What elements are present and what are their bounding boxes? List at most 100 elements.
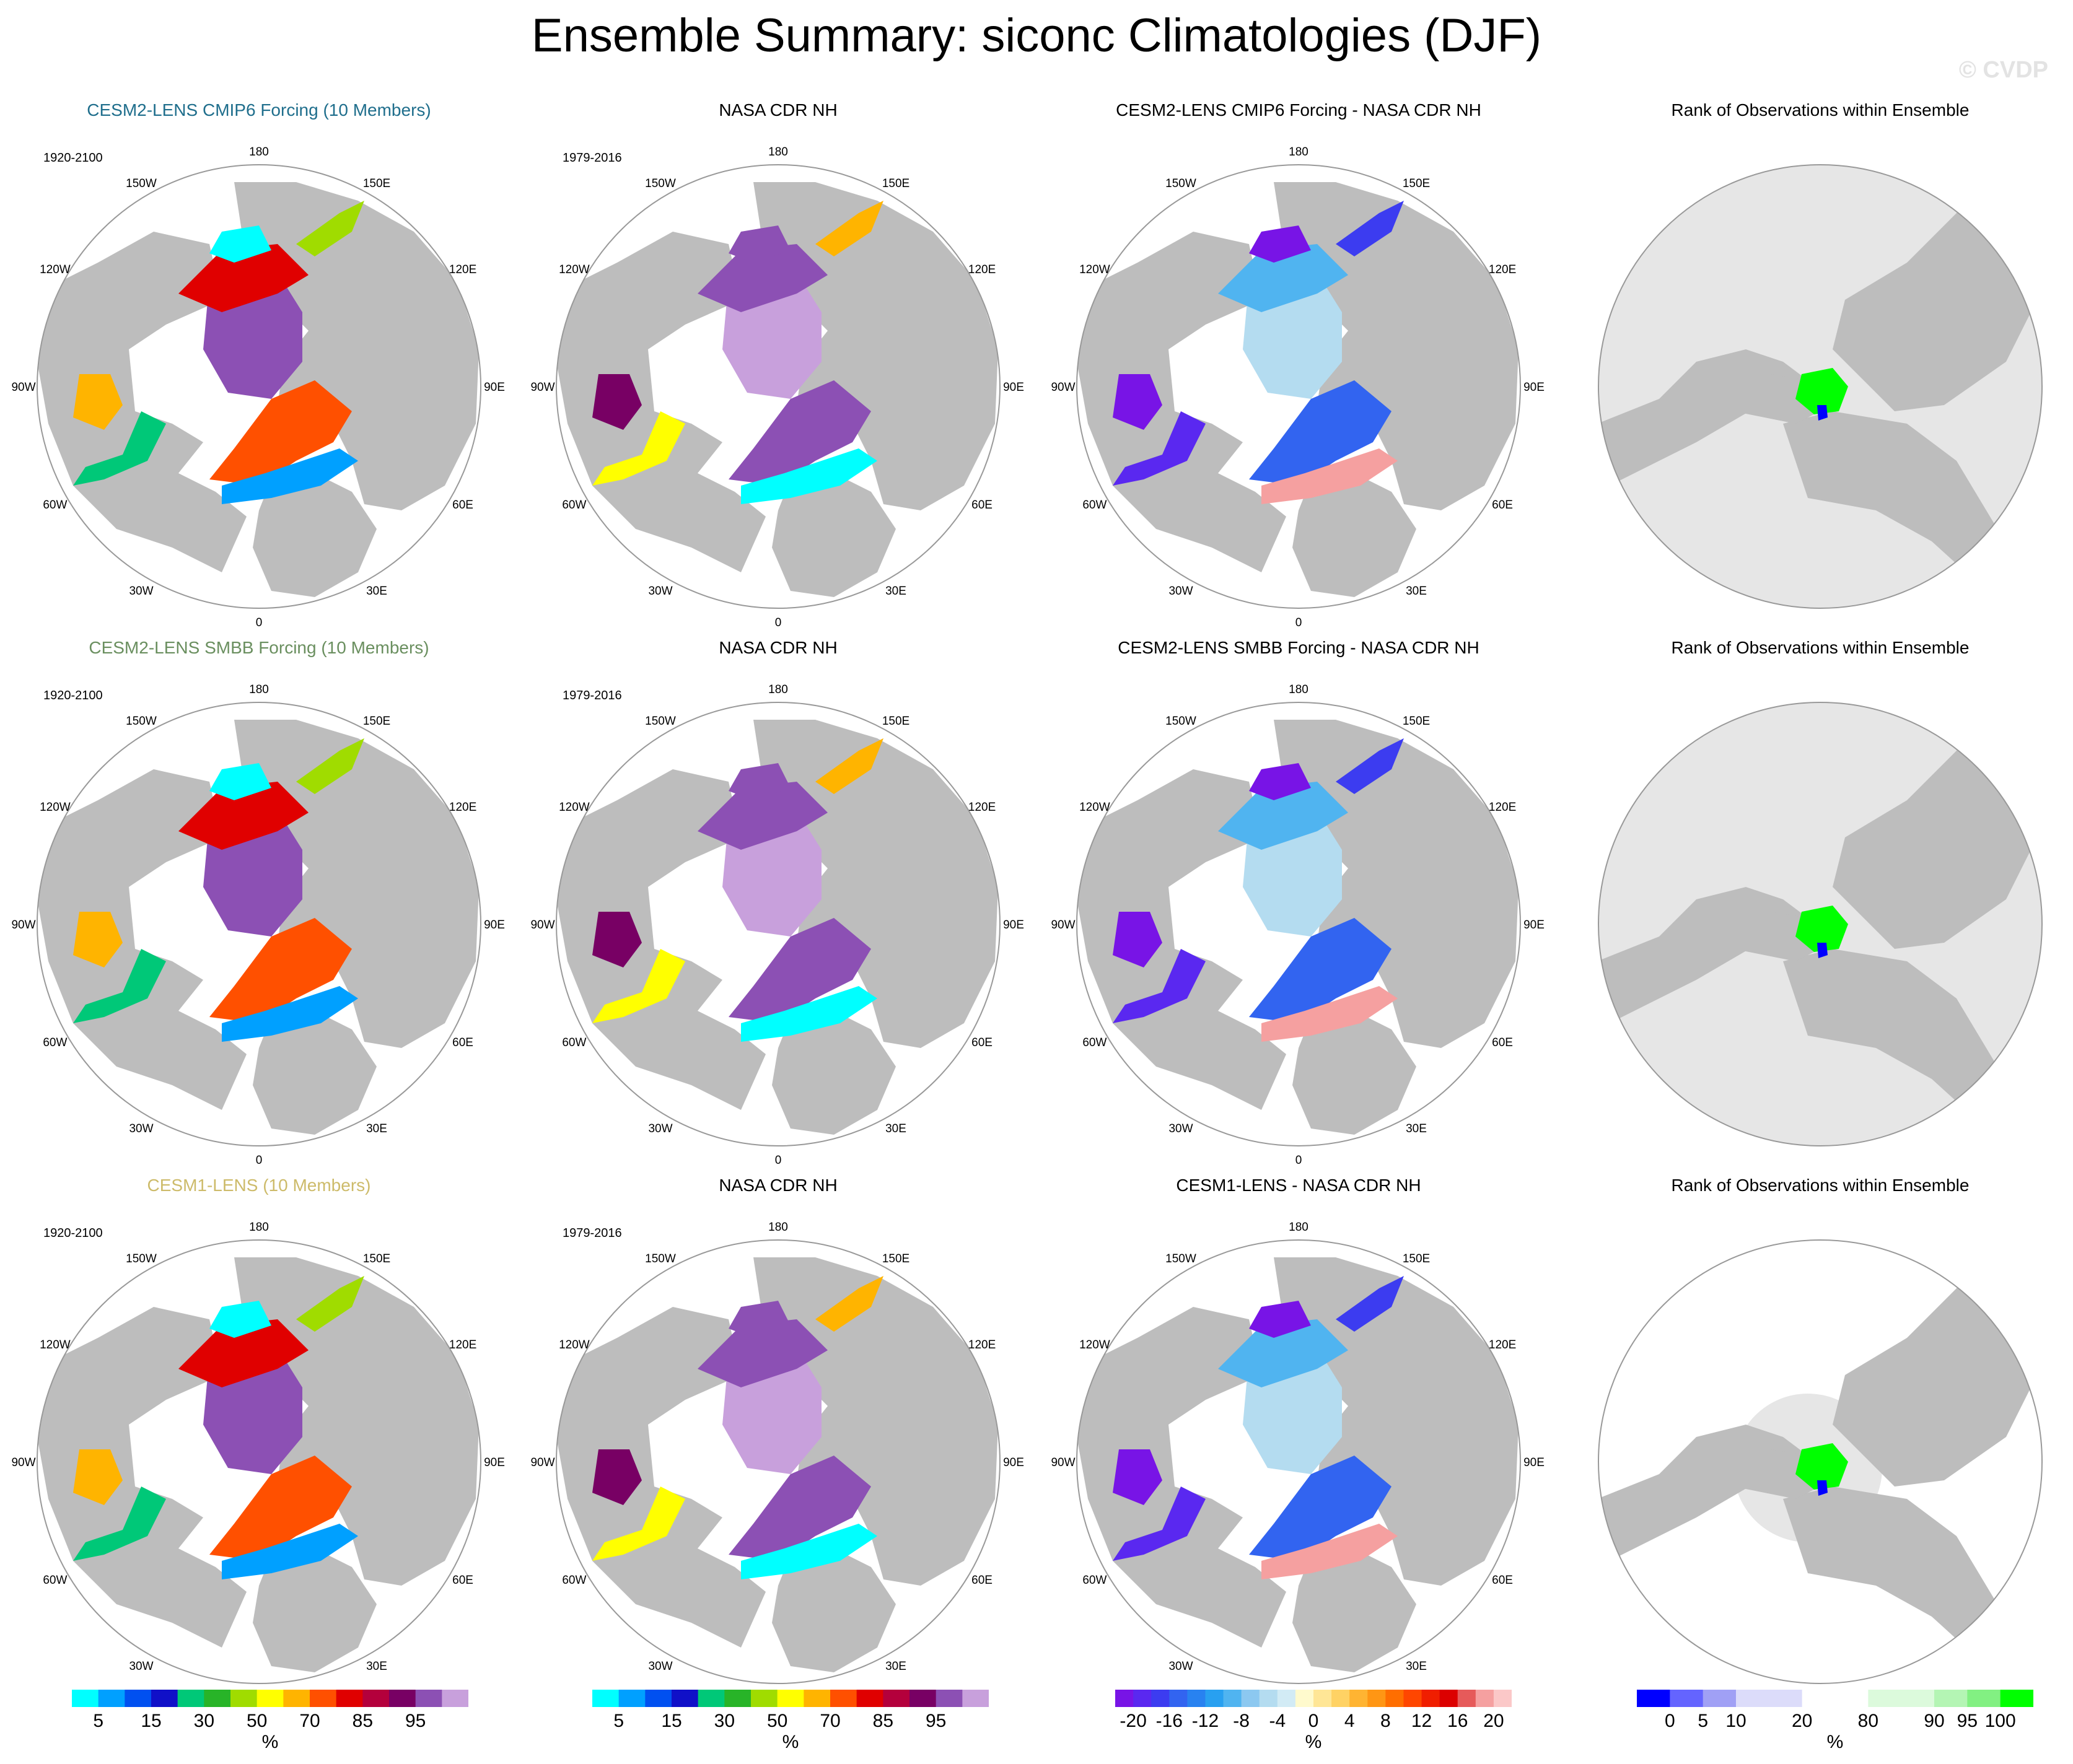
labrador-ice-band bbox=[73, 949, 166, 1023]
model-field: 180 150E 120E 90E 60E 30E 0 30W 60W 90W 120W 150W bbox=[11, 683, 504, 1167]
atlantic-ice-band bbox=[729, 1456, 871, 1561]
lon-label: 90E bbox=[1003, 919, 1024, 932]
okhotsk-ice bbox=[296, 738, 364, 794]
lon-label: 120W bbox=[1079, 1338, 1110, 1351]
lon-label: 30W bbox=[1168, 1122, 1193, 1135]
land-mass bbox=[253, 1011, 377, 1135]
lon-label: 120E bbox=[1489, 263, 1516, 276]
colorbar: 0 5 10 20 80 90 95 100% bbox=[1637, 1690, 2033, 1752]
lon-label: 150E bbox=[1403, 715, 1430, 728]
map-frame bbox=[1598, 702, 2043, 1146]
land-mass bbox=[772, 1548, 896, 1672]
lon-label: 180 bbox=[1289, 1221, 1308, 1234]
colorbar-box bbox=[151, 1690, 178, 1707]
colorbar-box bbox=[1457, 1690, 1476, 1707]
pack-ice-margin bbox=[178, 782, 309, 850]
lon-label: 180 bbox=[249, 1221, 269, 1234]
hudson-bay-ice bbox=[592, 1449, 642, 1505]
panel-title: CESM1-LENS - NASA CDR NH bbox=[1176, 1176, 1421, 1195]
ice-edge-band bbox=[741, 1524, 877, 1579]
rank-high-cluster bbox=[1795, 368, 1848, 414]
lon-label: 60W bbox=[1082, 499, 1107, 512]
lon-label: 60W bbox=[562, 1036, 586, 1049]
labrador-ice-band bbox=[73, 411, 166, 486]
colorbar-box bbox=[724, 1690, 752, 1707]
hudson-bay-ice bbox=[1113, 374, 1162, 430]
colorbar-box bbox=[1169, 1690, 1188, 1707]
lon-label: 150W bbox=[645, 1252, 676, 1265]
diff-field: 180 150E 120E 90E 60E 30E 0 30W 60W 90W 120W 150W bbox=[1051, 683, 1544, 1167]
lon-label: 60E bbox=[971, 1574, 993, 1587]
polar-map: 180 150E 120E 90E 60E 30E 0 30W 60W 90W 120W 150W bbox=[530, 146, 1023, 629]
colorbar-box bbox=[1403, 1690, 1422, 1707]
colorbar-unit: % bbox=[782, 1732, 799, 1752]
colorbar-box bbox=[1703, 1690, 1737, 1707]
lon-label: 180 bbox=[1289, 683, 1308, 696]
panel-title: CESM2-LENS CMIP6 Forcing (10 Members) bbox=[87, 100, 431, 120]
colorbar-box bbox=[777, 1690, 804, 1707]
land-mass bbox=[1077, 232, 1286, 572]
okhotsk-ice bbox=[296, 1276, 364, 1332]
lon-label: 120E bbox=[449, 263, 476, 276]
colorbar-tick-label: 70 bbox=[820, 1711, 840, 1731]
map-frame bbox=[556, 702, 1001, 1146]
colorbar-tick-label: 70 bbox=[299, 1711, 320, 1731]
land-mass bbox=[37, 769, 247, 1110]
lon-label: 60E bbox=[452, 1036, 473, 1049]
lon-label: 30E bbox=[1406, 1122, 1427, 1135]
labrador-ice-band bbox=[1113, 411, 1206, 486]
colorbar-tick-label: 30 bbox=[714, 1711, 735, 1731]
lon-label: 90W bbox=[1051, 381, 1075, 394]
colorbar-tick-label: 50 bbox=[247, 1711, 267, 1731]
lon-label: 90E bbox=[1523, 919, 1545, 932]
rank-low-cluster bbox=[1817, 405, 1828, 421]
lon-label: 150E bbox=[1403, 177, 1430, 190]
colorbar-tick-label: 4 bbox=[1344, 1711, 1355, 1731]
lon-label: 150E bbox=[1403, 1252, 1430, 1265]
land-mass bbox=[1077, 769, 1286, 1110]
colorbar-box bbox=[1259, 1690, 1278, 1707]
colorbar-box bbox=[883, 1690, 910, 1707]
colorbar-tick-label: 100 bbox=[1985, 1711, 2016, 1731]
colorbar-box bbox=[72, 1690, 99, 1707]
colorbar-box bbox=[1769, 1690, 1803, 1707]
lon-label: 150W bbox=[126, 177, 157, 190]
rank-globe bbox=[1598, 164, 2043, 609]
colorbar-boxes: 5 15 30 50 70 85 95 bbox=[72, 1690, 468, 1731]
rank-map bbox=[1598, 164, 2043, 609]
colorbar-box bbox=[283, 1690, 310, 1707]
lon-label: 120E bbox=[449, 801, 476, 814]
period-label: 1920-2100 bbox=[43, 689, 103, 702]
colorbar-tick-label: 80 bbox=[1858, 1711, 1878, 1731]
lon-label: 120E bbox=[968, 263, 996, 276]
lon-label: 60W bbox=[562, 1574, 586, 1587]
lon-label: 90W bbox=[530, 381, 554, 394]
hudson-bay-ice bbox=[73, 1449, 123, 1505]
colorbar-box bbox=[1313, 1690, 1332, 1707]
lon-label: 180 bbox=[249, 683, 269, 696]
land-mass bbox=[253, 1548, 377, 1672]
obs-field: 180 150E 120E 90E 60E 30E 0 30W 60W 90W 120W 150W bbox=[530, 146, 1023, 629]
lon-label: 30E bbox=[366, 1660, 387, 1673]
ice-edge-band bbox=[741, 448, 877, 504]
ice-edge-band bbox=[741, 986, 877, 1042]
colorbar-tick-label: -8 bbox=[1233, 1711, 1250, 1731]
map-frame bbox=[1598, 1239, 2043, 1684]
lon-label: 150E bbox=[363, 1252, 390, 1265]
model-field: 180 150E 120E 90E 60E 30E 0 30W 60W 90W 120W 150W bbox=[11, 146, 504, 629]
colorbar-boxes: -20 -16 -12 -8 -4 0 4 8 12 16 20 bbox=[1115, 1690, 1512, 1731]
lon-label: 30W bbox=[129, 1122, 153, 1135]
land-mass bbox=[1077, 1307, 1286, 1648]
colorbar-box bbox=[830, 1690, 857, 1707]
lon-label: 150W bbox=[1165, 1252, 1196, 1265]
colorbar-box bbox=[2000, 1690, 2033, 1707]
colorbar-box bbox=[804, 1690, 831, 1707]
lon-label: 0 bbox=[775, 1154, 782, 1167]
lon-label: 180 bbox=[768, 683, 788, 696]
rank-low-cluster bbox=[1817, 943, 1828, 958]
lon-label: 120E bbox=[1489, 801, 1516, 814]
lon-label: 60W bbox=[43, 499, 67, 512]
colorbar-unit: % bbox=[1305, 1732, 1322, 1752]
atlantic-ice-band bbox=[1249, 1456, 1391, 1561]
polar-map: 180 150E 120E 90E 60E 30E 0 30W 60W 90W 120W 150W bbox=[530, 683, 1024, 1167]
